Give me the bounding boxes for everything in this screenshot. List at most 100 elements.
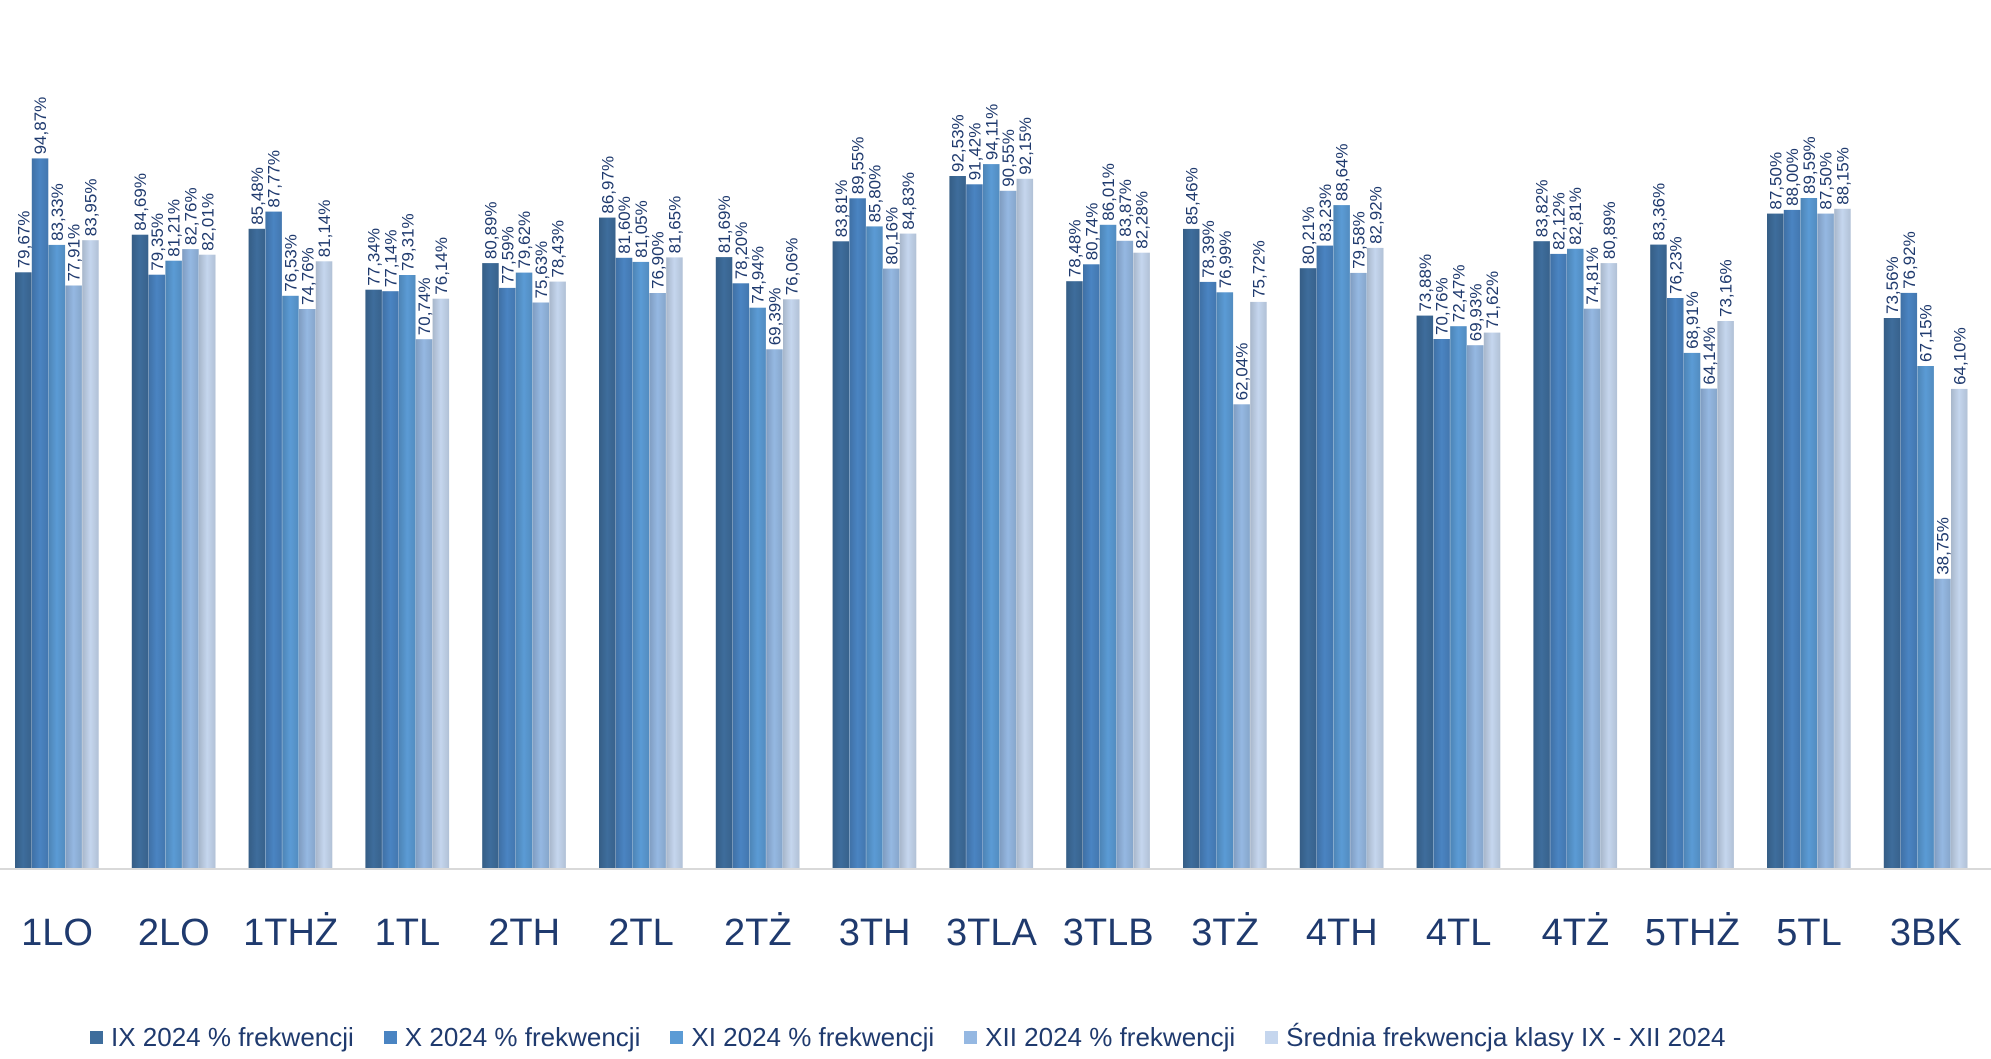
legend-swatch-series-4 xyxy=(964,1031,978,1044)
bar-3TŻ-series-3 xyxy=(1216,292,1234,869)
legend-label-series-4: XII 2024 % frekwencji xyxy=(985,1022,1236,1052)
legend-item-series-4: XII 2024 % frekwencji xyxy=(964,1022,1235,1053)
legend-swatch-series-5 xyxy=(1265,1031,1279,1044)
data-label-3BK-series-3: 67,15% xyxy=(1917,304,1936,362)
data-label-1TL-series-5: 76,14% xyxy=(432,237,451,295)
legend-label-series-3: XI 2024 % frekwencji xyxy=(691,1022,935,1052)
data-labels-layer: 79,67%94,87%83,33%77,91%83,95% 84,69%79,3… xyxy=(14,97,1969,575)
bar-3BK-series-2 xyxy=(1900,292,1918,869)
bar-5THŻ-series-3 xyxy=(1683,352,1701,869)
bar-2TŻ-series-5 xyxy=(783,299,800,869)
bar-4TL-series-5 xyxy=(1483,332,1501,870)
x-tick-label-3BK: 3BK xyxy=(1890,912,1962,954)
bar-5THŻ-series-2 xyxy=(1667,298,1684,869)
x-tick-labels: 1LO 2LO 1THŻ 1TL 2TH 2TL 2TŻ 3TH 3TLA 3TLB 3TŻ 4TH 4… xyxy=(21,911,1962,954)
data-label-4TŻ-series-3: 82,81% xyxy=(1566,187,1585,245)
data-label-3TŻ-series-3: 76,99% xyxy=(1216,231,1235,289)
data-label-2TL-series-5: 81,65% xyxy=(666,196,685,254)
x-tick-label-3TLB: 3TLB xyxy=(1063,912,1154,954)
data-label-1TL-series-1: 77,34% xyxy=(365,228,384,286)
bar-3TŻ-series-2 xyxy=(1199,281,1217,869)
data-label-3TLB-series-1: 78,48% xyxy=(1066,220,1085,278)
bar-1TL-series-5 xyxy=(432,298,450,869)
data-label-5THŻ-series-4: 64,14% xyxy=(1700,327,1719,385)
bar-2TH-series-2 xyxy=(499,287,516,869)
bar-1THŻ-series-2 xyxy=(265,211,282,870)
legend: IX 2024 % frekwencji X 2024 % frekwencji X… xyxy=(90,1022,1756,1053)
bar-2TL-series-4 xyxy=(649,293,666,869)
legend-label-series-2: X 2024 % frekwencji xyxy=(404,1022,641,1052)
data-label-3TLB-series-2: 80,74% xyxy=(1082,203,1101,261)
data-label-3TŻ-series-4: 62,04% xyxy=(1233,343,1252,401)
bar-4TŻ-series-5 xyxy=(1600,263,1618,870)
data-label-3TLB-series-5: 82,28% xyxy=(1133,191,1152,249)
data-label-5THŻ-series-5: 73,16% xyxy=(1717,259,1736,317)
bar-2TH-series-4 xyxy=(532,302,550,869)
bar-1TL-series-1 xyxy=(365,289,382,869)
bar-5THŻ-series-4 xyxy=(1700,388,1718,869)
data-label-5TL-series-1: 87,50% xyxy=(1766,152,1785,210)
data-label-4TL-series-1: 73,88% xyxy=(1416,254,1435,312)
bar-2TL-series-5 xyxy=(666,257,683,869)
data-label-2LO-series-4: 82,76% xyxy=(182,187,201,245)
x-tick-label-1LO: 1LO xyxy=(21,912,93,954)
data-label-3TH-series-4: 80,16% xyxy=(882,207,901,265)
x-tick-label-1THŻ: 1THŻ xyxy=(243,911,338,954)
bar-3BK-series-1 xyxy=(1883,318,1901,869)
x-tick-label-4TŻ: 4TŻ xyxy=(1542,911,1610,954)
bar-5TL-series-2 xyxy=(1783,209,1801,869)
data-label-3TŻ-series-5: 75,72% xyxy=(1250,240,1269,298)
bars-layer xyxy=(15,158,1968,870)
data-label-4TL-series-2: 70,76% xyxy=(1433,277,1452,335)
bar-3TLA-series-1 xyxy=(949,176,966,869)
x-tick-label-3TŻ: 3TŻ xyxy=(1191,911,1259,954)
data-label-2TH-series-3: 79,62% xyxy=(515,211,534,269)
data-label-5THŻ-series-3: 68,91% xyxy=(1683,291,1702,349)
data-label-5THŻ-series-2: 76,23% xyxy=(1666,236,1685,294)
bar-2TŻ-series-2 xyxy=(732,283,750,869)
data-label-4TL-series-4: 69,93% xyxy=(1466,284,1485,342)
bar-2LO-series-4 xyxy=(182,249,199,870)
bar-3BK-series-5 xyxy=(1951,388,1968,869)
data-label-2TH-series-4: 75,63% xyxy=(532,241,551,299)
bar-2TL-series-1 xyxy=(599,217,616,870)
bar-1LO-series-3 xyxy=(48,244,66,869)
data-label-3TŻ-series-1: 85,46% xyxy=(1182,167,1201,225)
bar-4TL-series-3 xyxy=(1450,326,1467,869)
bar-2TH-series-5 xyxy=(549,281,566,870)
legend-item-series-2: X 2024 % frekwencji xyxy=(383,1022,641,1053)
bar-2LO-series-1 xyxy=(131,234,149,869)
data-label-2LO-series-2: 79,35% xyxy=(148,213,167,271)
data-label-4TŻ-series-1: 83,82% xyxy=(1533,180,1552,238)
bar-3BK-series-4 xyxy=(1934,578,1951,869)
bar-2TL-series-2 xyxy=(615,257,633,869)
data-label-2TŻ-series-1: 81,69% xyxy=(715,195,734,253)
x-tick-label-4TH: 4TH xyxy=(1306,912,1378,954)
bar-1LO-series-2 xyxy=(31,158,49,869)
bar-3TŻ-series-5 xyxy=(1250,301,1267,869)
bar-4TL-series-4 xyxy=(1467,345,1484,869)
bar-2TŻ-series-4 xyxy=(766,349,783,869)
data-label-2TL-series-2: 81,60% xyxy=(615,196,634,254)
bar-4TŻ-series-4 xyxy=(1583,308,1601,869)
data-label-1THŻ-series-5: 81,14% xyxy=(315,200,334,258)
bar-5TL-series-3 xyxy=(1800,198,1818,869)
x-tick-label-2TL: 2TL xyxy=(608,912,673,954)
data-label-2TŻ-series-3: 74,94% xyxy=(749,246,768,304)
data-label-5THŻ-series-1: 83,36% xyxy=(1650,183,1669,241)
data-label-2TH-series-2: 77,59% xyxy=(498,226,517,284)
data-label-1LO-series-2: 94,87% xyxy=(31,97,50,155)
data-label-4TL-series-5: 71,62% xyxy=(1483,271,1502,329)
bar-3TŻ-series-4 xyxy=(1233,404,1250,869)
bar-3TLA-series-4 xyxy=(999,190,1017,870)
data-label-3TLA-series-4: 90,55% xyxy=(999,129,1018,187)
bar-5THŻ-series-1 xyxy=(1650,244,1667,870)
data-label-4TH-series-1: 80,21% xyxy=(1299,207,1318,265)
data-label-1THŻ-series-2: 87,77% xyxy=(265,150,284,208)
bar-3TH-series-5 xyxy=(899,233,917,870)
data-label-5TL-series-2: 88,00% xyxy=(1783,148,1802,206)
x-tick-label-2TŻ: 2TŻ xyxy=(724,911,792,954)
data-label-4TH-series-4: 79,58% xyxy=(1350,211,1369,269)
legend-swatch-series-2 xyxy=(383,1031,397,1044)
legend-item-series-3: XI 2024 % frekwencji xyxy=(670,1022,934,1053)
